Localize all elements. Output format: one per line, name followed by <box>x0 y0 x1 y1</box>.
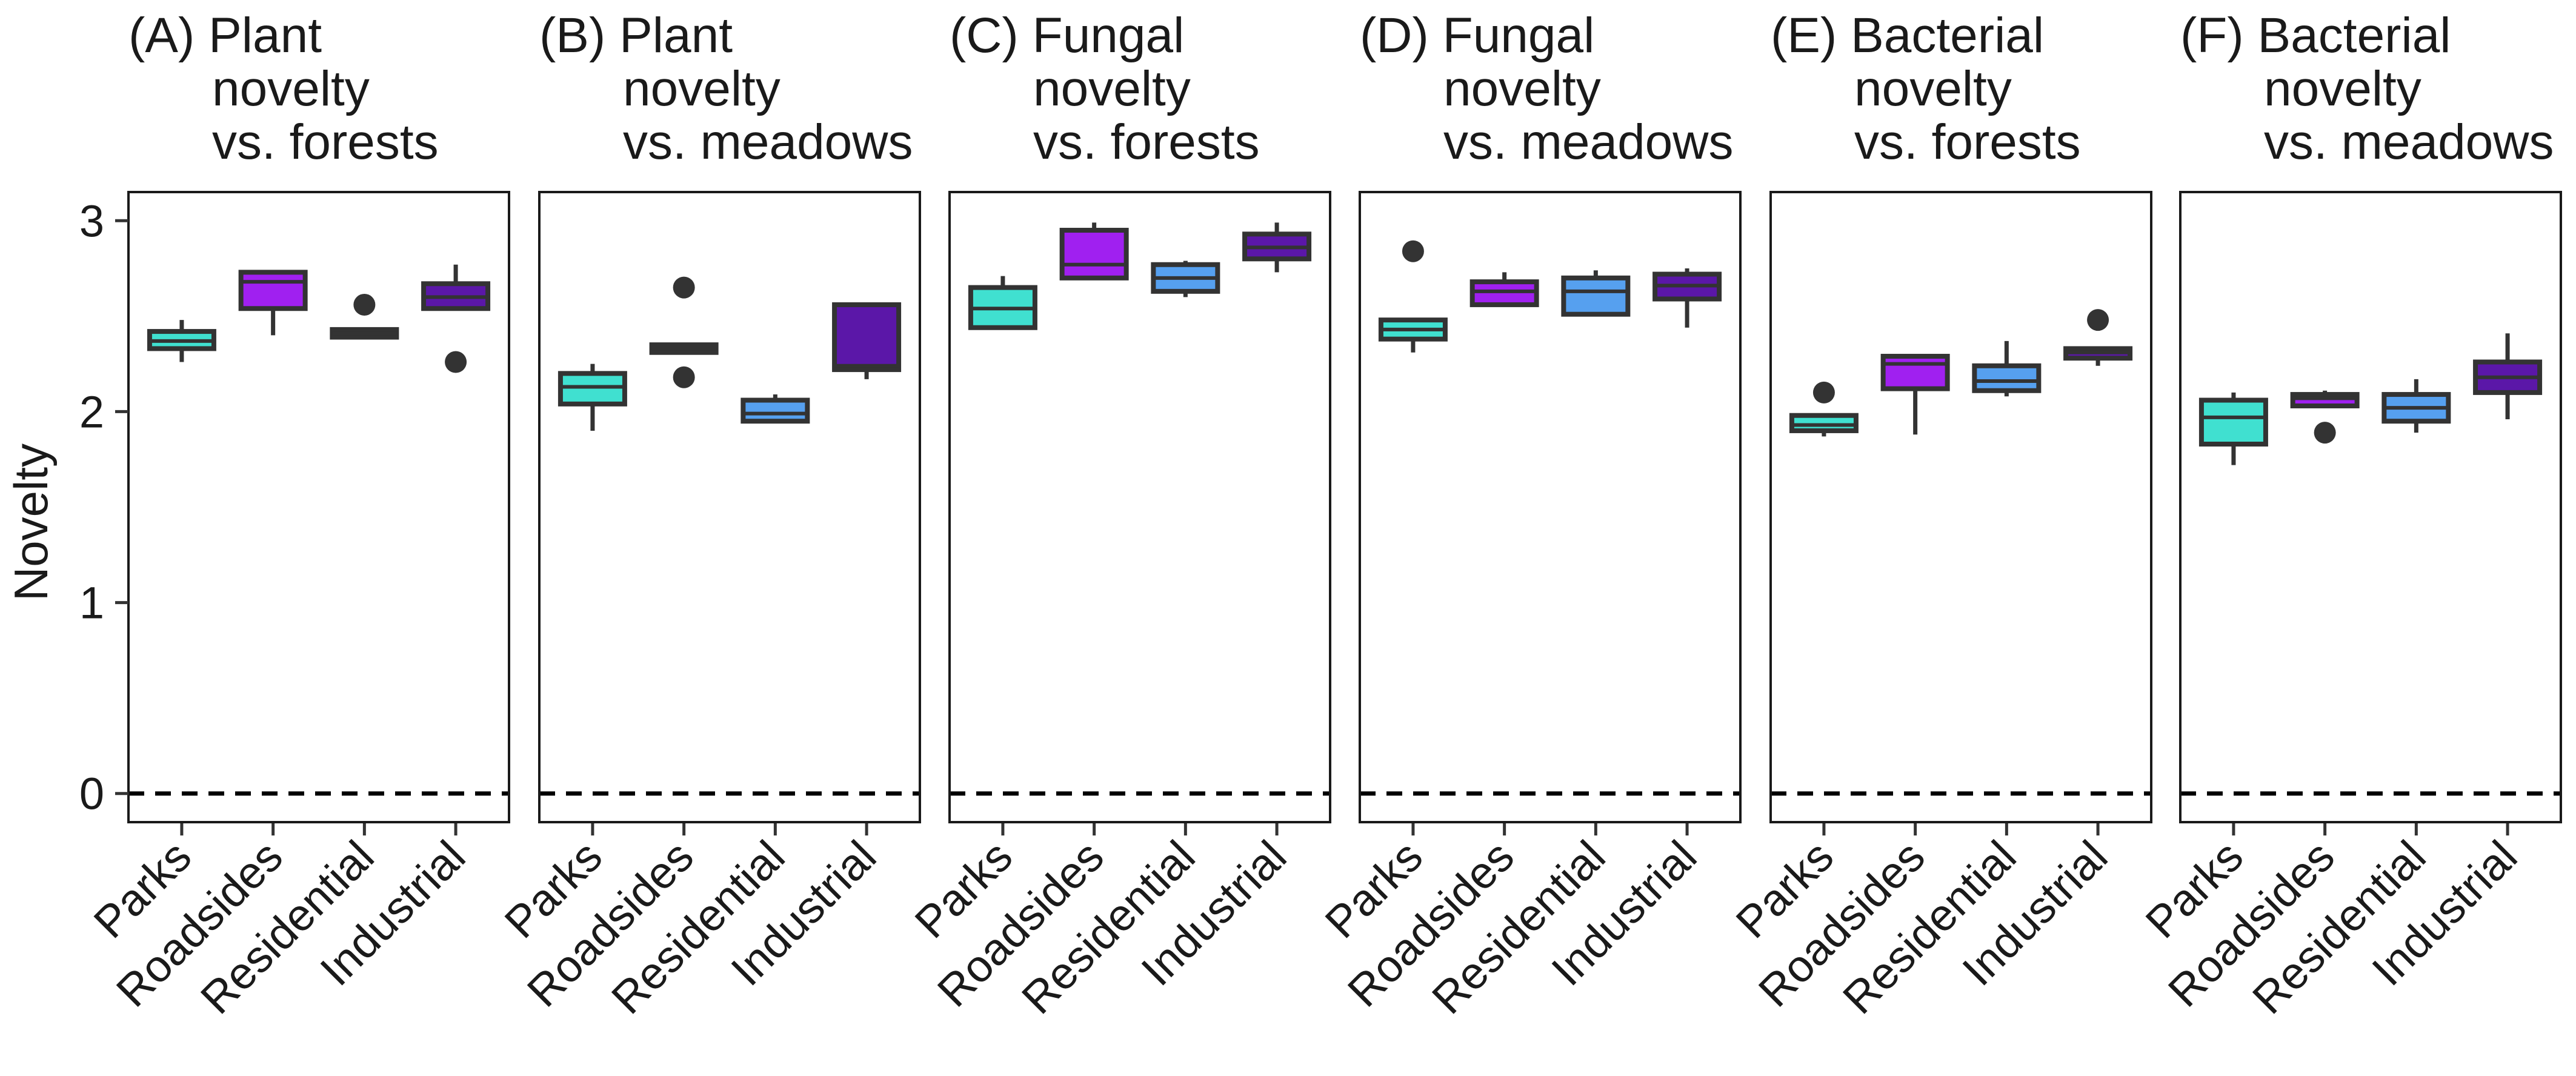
box-industrial <box>2473 333 2543 420</box>
box-residential <box>1151 261 1220 297</box>
y-axis-title: Novelty <box>4 443 58 601</box>
panel-title-line: (F) Bacterial <box>2180 8 2451 63</box>
outlier-point <box>353 293 376 316</box>
box-industrial <box>421 264 491 373</box>
panel-frame <box>1769 191 2152 823</box>
box-residential <box>741 394 810 424</box>
box-roadsides <box>1059 222 1129 281</box>
box-iqr <box>1880 354 1950 391</box>
y-tick-label: 3 <box>79 196 104 246</box>
panel-title-line: vs. forests <box>1033 115 1260 170</box>
panel-title-line: novelty <box>2264 61 2421 116</box>
box-iqr <box>1789 413 1859 433</box>
outlier-point <box>445 351 467 373</box>
box-roadsides <box>1469 272 1539 307</box>
panel-title-line: (A) Plant <box>128 8 322 63</box>
box-residential <box>1972 340 2042 397</box>
box-iqr <box>741 397 810 424</box>
panel-title-line: novelty <box>1443 61 1601 116</box>
box-iqr <box>1561 275 1631 317</box>
outlier-point <box>2314 422 2336 444</box>
panel-frame <box>127 191 510 823</box>
box-roadsides <box>1880 354 1950 435</box>
outlier-point <box>673 276 695 299</box>
box-industrial <box>2063 309 2133 366</box>
panel-frame <box>1359 191 1742 823</box>
outlier-point <box>2087 309 2109 331</box>
y-tick-label: 0 <box>79 769 104 819</box>
panel-title-line: (C) Fungal <box>950 8 1184 63</box>
box-parks <box>147 320 216 362</box>
panel-title-line: vs. forests <box>212 115 439 170</box>
box-parks <box>1789 381 1859 437</box>
panel-title-line: vs. meadows <box>2264 115 2554 170</box>
box-roadsides <box>2290 390 2360 444</box>
panel-title-line: vs. meadows <box>1443 115 1734 170</box>
box-iqr <box>1469 279 1539 307</box>
panel-title-line: novelty <box>212 61 370 116</box>
y-tick-label: 1 <box>79 578 104 628</box>
box-iqr <box>1972 363 2042 393</box>
box-industrial <box>1242 222 1312 273</box>
box-iqr <box>2290 392 2360 408</box>
box-industrial <box>832 302 902 379</box>
box-residential <box>330 293 399 340</box>
panel-title-line: vs. forests <box>1854 115 2081 170</box>
panel-title-line: (B) Plant <box>539 8 733 63</box>
y-tick-label: 2 <box>79 387 104 437</box>
box-roadsides <box>649 276 719 388</box>
outlier-point <box>1812 381 1835 404</box>
panel-title-line: novelty <box>1854 61 2012 116</box>
panel-title-line: (E) Bacterial <box>1771 8 2044 63</box>
panel-frame <box>2179 191 2562 823</box>
panel-title-line: vs. meadows <box>623 115 913 170</box>
box-industrial <box>1652 268 1722 328</box>
box-parks <box>2198 392 2268 465</box>
box-iqr <box>238 270 308 311</box>
outlier-point <box>673 366 695 388</box>
box-iqr <box>2198 397 2268 447</box>
box-iqr <box>557 371 627 407</box>
panel-frame <box>538 191 921 823</box>
panel-title-line: novelty <box>1033 61 1191 116</box>
panel-title-line: novelty <box>623 61 780 116</box>
box-parks <box>557 364 627 431</box>
box-iqr <box>1059 228 1129 281</box>
panel-frame <box>948 191 1331 823</box>
box-residential <box>2381 379 2451 433</box>
panel-title-line: (D) Fungal <box>1360 8 1594 63</box>
box-parks <box>968 276 1037 330</box>
box-residential <box>1561 270 1631 317</box>
box-iqr <box>832 302 902 373</box>
box-parks <box>1378 240 1448 353</box>
outlier-point <box>1402 240 1424 262</box>
box-roadsides <box>238 270 308 336</box>
